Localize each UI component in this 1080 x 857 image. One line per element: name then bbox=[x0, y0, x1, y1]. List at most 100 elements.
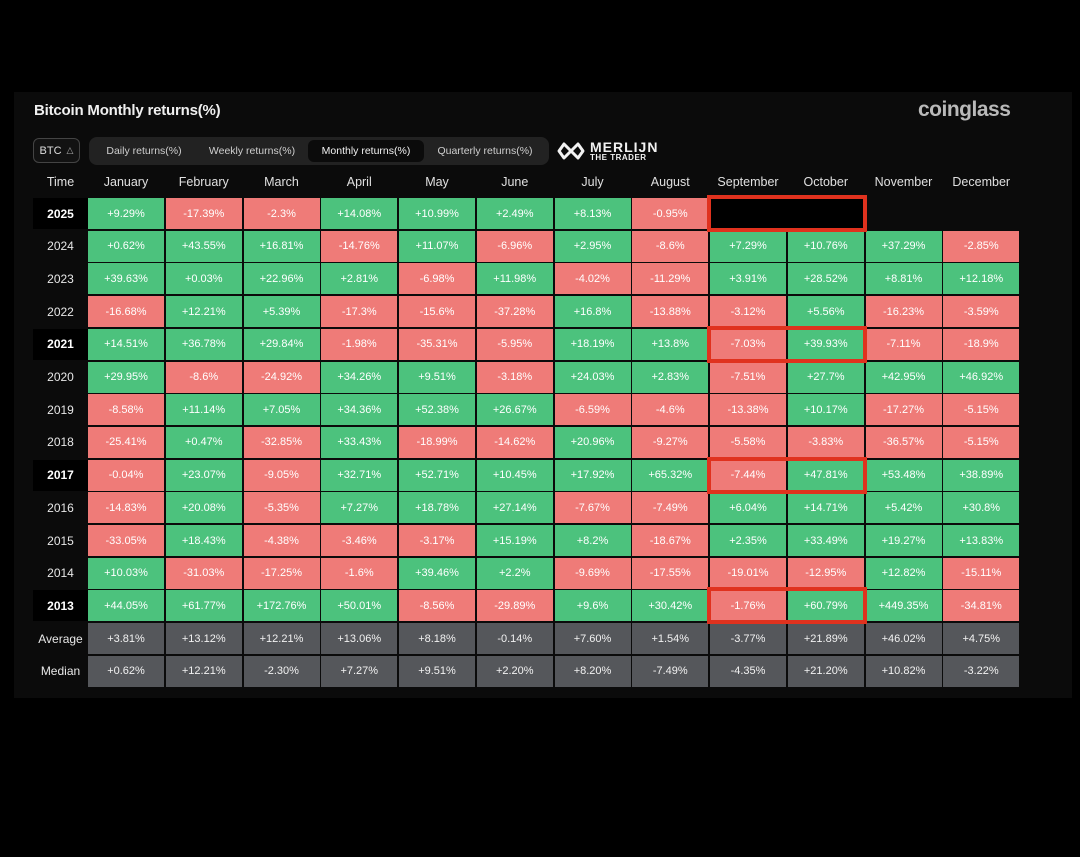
return-cell: -9.69% bbox=[554, 557, 631, 589]
column-header-october: October bbox=[803, 175, 848, 189]
year-label-2013: 2013 bbox=[33, 590, 88, 622]
return-cell: -14.83% bbox=[88, 492, 164, 524]
return-cell: +2.2% bbox=[476, 557, 553, 589]
coin-select[interactable]: BTC △ bbox=[33, 138, 80, 163]
return-cell: +8.81% bbox=[865, 263, 942, 295]
return-cell: +10.99% bbox=[399, 198, 475, 229]
return-cell: +10.76% bbox=[787, 230, 864, 262]
summary-cell: -7.49% bbox=[632, 655, 709, 687]
return-cell: -5.15% bbox=[943, 394, 1020, 426]
return-cell: -7.67% bbox=[554, 492, 631, 524]
column-header-june: June bbox=[501, 175, 529, 189]
return-cell: +20.08% bbox=[165, 492, 242, 524]
return-cell: -17.55% bbox=[632, 557, 709, 589]
return-cell: +16.8% bbox=[554, 296, 631, 328]
summary-cell: -2.30% bbox=[243, 655, 320, 687]
summary-cell: +7.60% bbox=[554, 623, 631, 655]
return-cell: +26.67% bbox=[476, 394, 553, 426]
return-cell: +10.03% bbox=[88, 557, 164, 589]
tab-weekly-returns[interactable]: Weekly returns(%) bbox=[208, 145, 296, 157]
return-cell: +8.13% bbox=[554, 198, 631, 229]
return-cell: -9.05% bbox=[243, 459, 320, 491]
return-cell: +2.83% bbox=[632, 361, 709, 393]
page-title: Bitcoin Monthly returns(%) bbox=[34, 102, 221, 119]
year-label-2024: 2024 bbox=[47, 239, 74, 254]
tab-monthly-returns[interactable]: Monthly returns(%) bbox=[308, 140, 424, 162]
return-cell: -8.6% bbox=[165, 361, 242, 393]
return-cell: +34.26% bbox=[321, 361, 398, 393]
return-cell: -1.76% bbox=[710, 590, 786, 622]
return-cell: -8.58% bbox=[88, 394, 164, 426]
column-header-march: March bbox=[264, 175, 299, 189]
return-cell: +22.96% bbox=[243, 263, 320, 295]
return-cell: +8.2% bbox=[554, 525, 631, 556]
return-cell: -7.03% bbox=[710, 328, 786, 360]
return-cell: +52.38% bbox=[399, 394, 475, 426]
return-cell: -29.89% bbox=[476, 590, 553, 622]
return-cell: +12.21% bbox=[165, 296, 242, 328]
return-cell: +44.05% bbox=[88, 590, 164, 622]
return-cell: -14.62% bbox=[476, 426, 553, 458]
return-cell: -19.01% bbox=[710, 557, 786, 589]
return-cell: -5.15% bbox=[943, 426, 1020, 458]
column-header-september: September bbox=[717, 175, 779, 189]
return-cell: -4.02% bbox=[554, 263, 631, 295]
year-label-2018: 2018 bbox=[47, 435, 74, 450]
year-label-2021: 2021 bbox=[33, 328, 88, 360]
brand-logo: coinglass bbox=[918, 98, 1011, 121]
return-cell: -8.6% bbox=[632, 230, 709, 262]
return-cell: +32.71% bbox=[321, 459, 398, 491]
summary-cell: +8.18% bbox=[399, 623, 475, 655]
return-cell: +33.49% bbox=[787, 525, 864, 556]
column-header-january: January bbox=[103, 175, 149, 189]
return-cell: +36.78% bbox=[165, 328, 242, 360]
tab-quarterly-returns[interactable]: Quarterly returns(%) bbox=[437, 145, 533, 157]
return-cell: +10.45% bbox=[476, 459, 553, 491]
summary-cell: +3.81% bbox=[88, 623, 164, 655]
year-label-2025: 2025 bbox=[33, 198, 88, 229]
column-header-february: February bbox=[178, 175, 229, 189]
column-header-november: November bbox=[874, 175, 933, 189]
watermark-logo-icon bbox=[557, 142, 585, 160]
return-cell: +53.48% bbox=[865, 459, 942, 491]
return-cell: -35.31% bbox=[399, 328, 475, 360]
year-label-2015: 2015 bbox=[47, 533, 74, 548]
return-cell: +23.07% bbox=[165, 459, 242, 491]
return-cell: +9.6% bbox=[554, 590, 631, 622]
return-cell: -16.23% bbox=[865, 296, 942, 328]
return-cell: +5.42% bbox=[865, 492, 942, 524]
summary-cell: -3.77% bbox=[710, 623, 786, 655]
tab-daily-returns[interactable]: Daily returns(%) bbox=[106, 145, 182, 157]
coin-select-label: BTC bbox=[39, 144, 62, 157]
return-cell: +14.51% bbox=[88, 328, 164, 360]
return-cell: -13.38% bbox=[710, 394, 786, 426]
return-cell: +172.76% bbox=[243, 590, 320, 622]
return-cell: -37.28% bbox=[476, 296, 553, 328]
return-cell: -7.44% bbox=[710, 459, 786, 491]
return-cell: +13.83% bbox=[943, 525, 1020, 556]
return-cell: -5.58% bbox=[710, 426, 786, 458]
return-cell: -13.88% bbox=[632, 296, 709, 328]
return-cell: -3.17% bbox=[399, 525, 475, 556]
return-cell: -17.25% bbox=[243, 557, 320, 589]
return-cell: +37.29% bbox=[865, 230, 942, 262]
return-cell: -17.3% bbox=[321, 296, 398, 328]
return-cell: -8.56% bbox=[399, 590, 475, 622]
return-cell: -6.59% bbox=[554, 394, 631, 426]
summary-cell: -4.35% bbox=[710, 655, 786, 687]
return-cell: -24.92% bbox=[243, 361, 320, 393]
merlijn-watermark: MERLIJN THE TRADER bbox=[556, 139, 658, 163]
return-cell: +0.03% bbox=[165, 263, 242, 295]
return-cell: -5.95% bbox=[476, 328, 553, 360]
return-cell: +50.01% bbox=[321, 590, 398, 622]
column-header-april: April bbox=[346, 175, 372, 189]
return-cell: -6.98% bbox=[399, 263, 475, 295]
return-cell: +28.52% bbox=[787, 263, 864, 295]
return-cell: +18.43% bbox=[165, 525, 242, 556]
return-cell: -18.67% bbox=[632, 525, 709, 556]
year-label-2023: 2023 bbox=[47, 271, 74, 286]
return-cell: -0.95% bbox=[632, 198, 709, 229]
return-cell: +30.42% bbox=[632, 590, 709, 622]
return-cell: +12.18% bbox=[943, 263, 1020, 295]
summary-label-average: Average bbox=[38, 631, 83, 646]
